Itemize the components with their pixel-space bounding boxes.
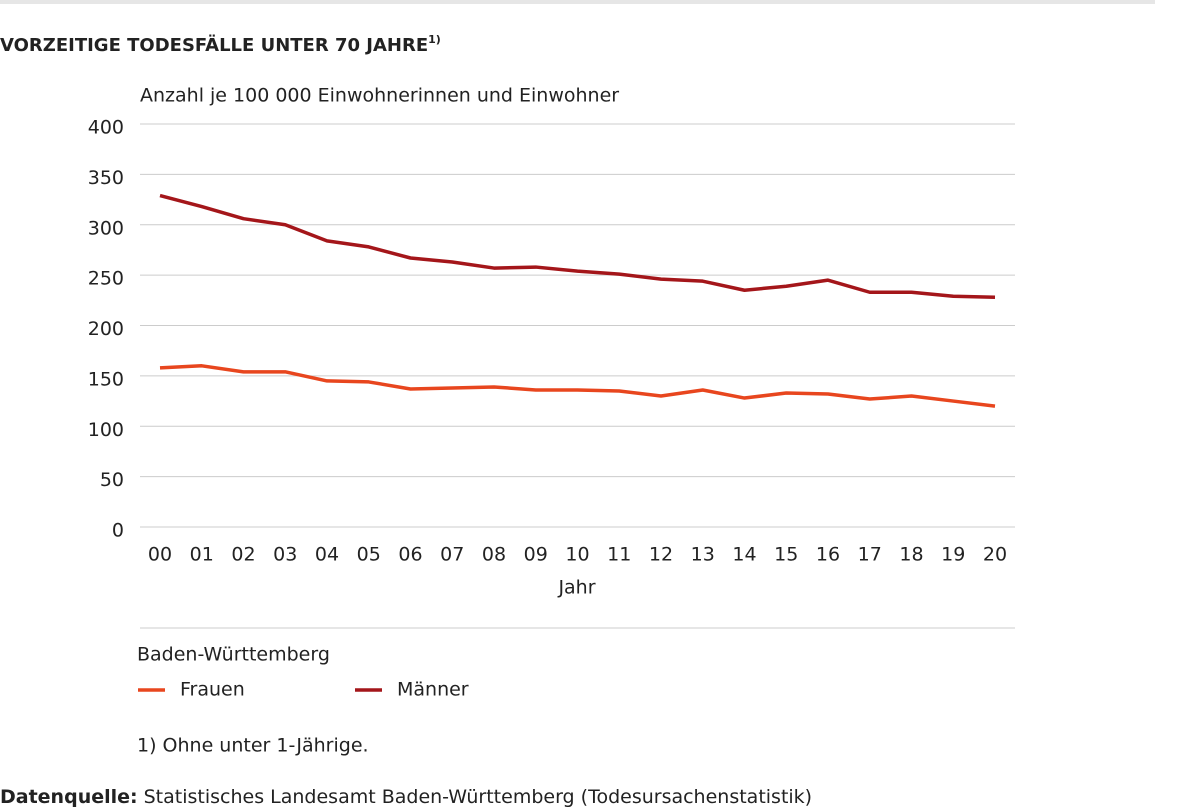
legend-label: Männer [397, 679, 469, 701]
x-tick-label: 08 [482, 544, 506, 566]
y-tick-label: 350 [88, 167, 124, 189]
x-tick-label: 11 [607, 544, 631, 566]
x-tick-label: 05 [357, 544, 381, 566]
footnote: 1) Ohne unter 1-Jährige. [137, 735, 369, 757]
title-note: 1) [428, 33, 441, 46]
x-tick-label: 10 [565, 544, 589, 566]
x-tick-label: 15 [774, 544, 798, 566]
y-tick-label: 300 [88, 217, 124, 239]
x-tick-label: 18 [899, 544, 923, 566]
x-tick-label: 03 [273, 544, 297, 566]
title-text: VORZEITIGE TODESFÄLLE UNTER 70 JAHRE [0, 34, 428, 56]
x-tick-label: 13 [691, 544, 715, 566]
x-tick-label: 00 [148, 544, 172, 566]
x-tick-label: 17 [858, 544, 882, 566]
y-tick-label: 150 [88, 368, 124, 390]
x-tick-label: 14 [732, 544, 756, 566]
y-tick-label: 250 [88, 268, 124, 290]
x-tick-label: 06 [398, 544, 422, 566]
source-text: Statistisches Landesamt Baden-Württember… [144, 786, 812, 808]
x-tick-label: 16 [816, 544, 840, 566]
x-tick-label: 09 [524, 544, 548, 566]
chart-title: VORZEITIGE TODESFÄLLE UNTER 70 JAHRE1) [0, 33, 441, 56]
x-tick-label: 07 [440, 544, 464, 566]
source: Datenquelle: Statistisches Landesamt Bade… [0, 786, 812, 808]
top-bar [0, 0, 1155, 4]
x-tick-label: 02 [231, 544, 255, 566]
x-tick-label: 12 [649, 544, 673, 566]
source-label: Datenquelle: [0, 786, 138, 808]
series-line [159, 193, 996, 300]
x-tick-label: 20 [983, 544, 1007, 566]
series-line [159, 364, 996, 408]
x-tick-label: 01 [190, 544, 214, 566]
x-tick-label: 19 [941, 544, 965, 566]
y-tick-label: 200 [88, 318, 124, 340]
legend-label: Frauen [180, 679, 245, 701]
y-tick-label: 0 [112, 520, 124, 542]
y-axis-label: Anzahl je 100 000 Einwohnerinnen und Ein… [140, 85, 619, 107]
legend-title: Baden-Württemberg [137, 644, 330, 666]
y-tick-label: 100 [88, 419, 124, 441]
y-tick-label: 50 [100, 469, 124, 491]
y-tick-label: 400 [88, 117, 124, 139]
x-axis-label: Jahr [557, 577, 595, 599]
x-tick-label: 04 [315, 544, 339, 566]
